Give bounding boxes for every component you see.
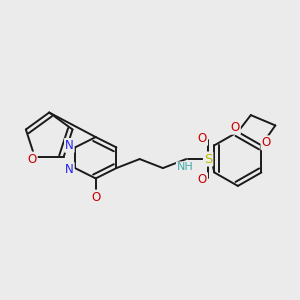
Text: O: O (91, 190, 100, 203)
Text: O: O (198, 132, 207, 145)
Text: O: O (231, 121, 240, 134)
Text: S: S (204, 152, 212, 166)
Text: N: N (65, 139, 74, 152)
Text: O: O (28, 152, 37, 166)
Text: O: O (261, 136, 271, 149)
Text: N: N (65, 163, 74, 176)
Text: O: O (198, 173, 207, 186)
Text: NH: NH (177, 162, 194, 172)
